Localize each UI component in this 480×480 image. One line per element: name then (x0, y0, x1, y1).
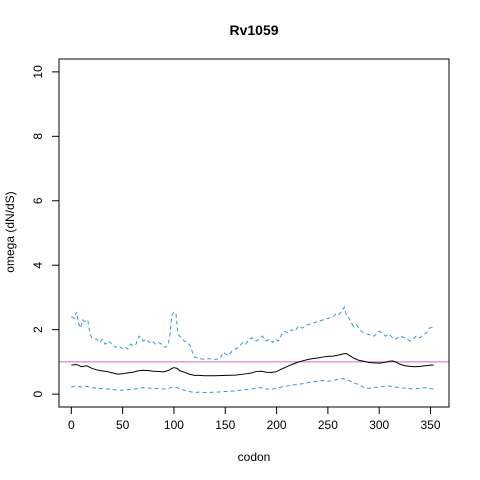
x-tick-label: 150 (215, 418, 235, 432)
x-tick-label: 200 (267, 418, 287, 432)
y-axis: 0 2 4 6 8 10 (31, 65, 60, 397)
x-tick-label: 100 (164, 418, 184, 432)
x-axis: 0 50 100 150 200 250 300 350 (68, 406, 441, 432)
y-tick-label: 2 (31, 326, 45, 333)
y-tick-label: 10 (31, 65, 45, 79)
x-tick-label: 350 (421, 418, 441, 432)
x-axis-label: codon (238, 450, 271, 464)
series-line-lower (71, 378, 434, 394)
y-axis-label: omega (dN/dS) (3, 191, 17, 272)
x-tick-label: 250 (318, 418, 338, 432)
y-tick-label: 4 (31, 262, 45, 269)
y-tick-label: 6 (31, 197, 45, 204)
x-tick-label: 300 (369, 418, 389, 432)
series-line-upper (71, 305, 434, 360)
y-tick-label: 8 (31, 133, 45, 140)
x-tick-label: 0 (68, 418, 75, 432)
y-tick-label: 0 (31, 390, 45, 397)
x-tick-label: 50 (116, 418, 130, 432)
plot-frame (58, 58, 450, 408)
data-layer (59, 305, 449, 394)
chart-title: Rv1059 (229, 22, 278, 38)
series-line-estimate (71, 352, 434, 377)
